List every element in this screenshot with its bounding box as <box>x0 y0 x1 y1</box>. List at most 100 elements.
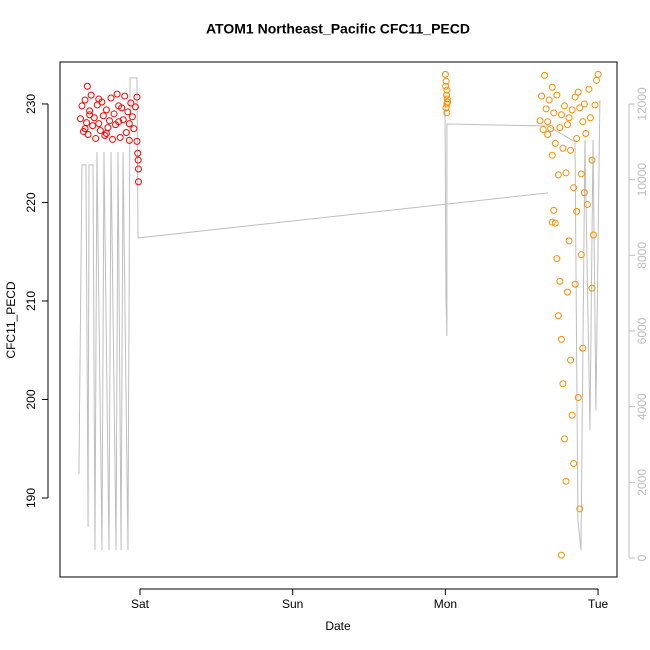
data-point <box>556 277 564 285</box>
y2-tick-label: 8000 <box>635 242 649 269</box>
data-point <box>550 109 558 117</box>
data-point <box>81 125 89 133</box>
data-point <box>564 121 572 129</box>
data-point <box>554 171 562 179</box>
data-point <box>86 111 94 119</box>
data-point <box>130 125 138 133</box>
data-point <box>573 207 581 215</box>
data-point <box>589 231 597 239</box>
data-point <box>568 411 576 419</box>
data-point <box>134 178 142 186</box>
data-point <box>580 100 588 108</box>
x-tick-label: Tue <box>588 597 609 611</box>
data-point <box>443 100 451 108</box>
data-point <box>122 129 130 137</box>
data-point <box>583 200 591 208</box>
plot-frame <box>59 61 618 578</box>
data-point <box>134 165 142 173</box>
data-point <box>544 118 552 126</box>
x-tick-label: Mon <box>434 597 457 611</box>
y-tick-label: 190 <box>24 488 38 508</box>
data-point <box>131 103 139 111</box>
data-point <box>105 117 113 125</box>
y2-tick-label: 10000 <box>635 163 649 197</box>
data-point <box>109 135 117 143</box>
data-point <box>442 82 450 90</box>
data-point <box>574 394 582 402</box>
data-point <box>99 112 107 120</box>
data-point <box>553 255 561 263</box>
data-point <box>545 96 553 104</box>
data-point <box>557 335 565 343</box>
x-tick-label: Sun <box>282 597 303 611</box>
data-point <box>102 106 110 114</box>
data-point <box>551 139 559 147</box>
y2-tick-label: 2000 <box>635 469 649 496</box>
data-point <box>586 114 594 122</box>
data-point <box>78 102 86 110</box>
data-point <box>544 131 552 139</box>
data-point <box>591 101 599 109</box>
data-point <box>542 105 550 113</box>
data-point <box>573 134 581 142</box>
data-point <box>560 435 568 443</box>
data-point <box>551 219 559 227</box>
data-point <box>548 218 556 226</box>
data-point <box>582 130 590 138</box>
data-point <box>568 106 576 114</box>
data-point <box>565 114 573 122</box>
data-point <box>443 91 451 99</box>
data-point <box>548 83 556 91</box>
data-point <box>133 93 141 101</box>
data-point <box>96 127 104 135</box>
data-point <box>580 189 588 197</box>
data-point <box>579 118 587 126</box>
data-point <box>102 130 110 138</box>
data-point <box>125 136 133 144</box>
data-point <box>538 92 546 100</box>
data-point <box>554 312 562 320</box>
data-point <box>443 86 451 94</box>
data-point <box>559 144 567 152</box>
data-point <box>107 94 115 102</box>
data-point <box>576 505 584 513</box>
data-point <box>86 107 94 115</box>
y2-tick-label: 6000 <box>635 317 649 344</box>
data-point <box>95 95 103 103</box>
data-point <box>83 82 91 90</box>
data-point <box>87 91 95 99</box>
data-point <box>134 156 142 164</box>
data-point <box>550 206 558 214</box>
data-point <box>81 96 89 104</box>
data-point <box>443 95 451 103</box>
data-point <box>593 76 601 84</box>
data-point <box>133 137 141 145</box>
data-point <box>83 119 91 127</box>
data-point <box>536 117 544 125</box>
data-point <box>567 356 575 364</box>
data-point <box>556 124 564 132</box>
data-point <box>585 85 593 93</box>
data-point <box>588 156 596 164</box>
data-point <box>562 477 570 485</box>
x-tick-label: Sat <box>131 597 150 611</box>
data-point <box>576 104 584 112</box>
x-axis-label: Date <box>325 619 351 633</box>
data-point <box>127 99 135 107</box>
data-point <box>577 170 585 178</box>
data-point <box>115 118 123 126</box>
data-point <box>548 151 556 159</box>
data-point <box>104 124 112 132</box>
y-tick-label: 210 <box>24 291 38 311</box>
data-point <box>89 122 97 130</box>
data-point <box>571 280 579 288</box>
data-point <box>560 102 568 110</box>
data-point <box>562 169 570 177</box>
data-point <box>76 115 84 123</box>
y-tick-label: 230 <box>24 94 38 114</box>
data-point <box>113 90 121 98</box>
y-tick-label: 200 <box>24 389 38 409</box>
data-point <box>571 93 579 101</box>
